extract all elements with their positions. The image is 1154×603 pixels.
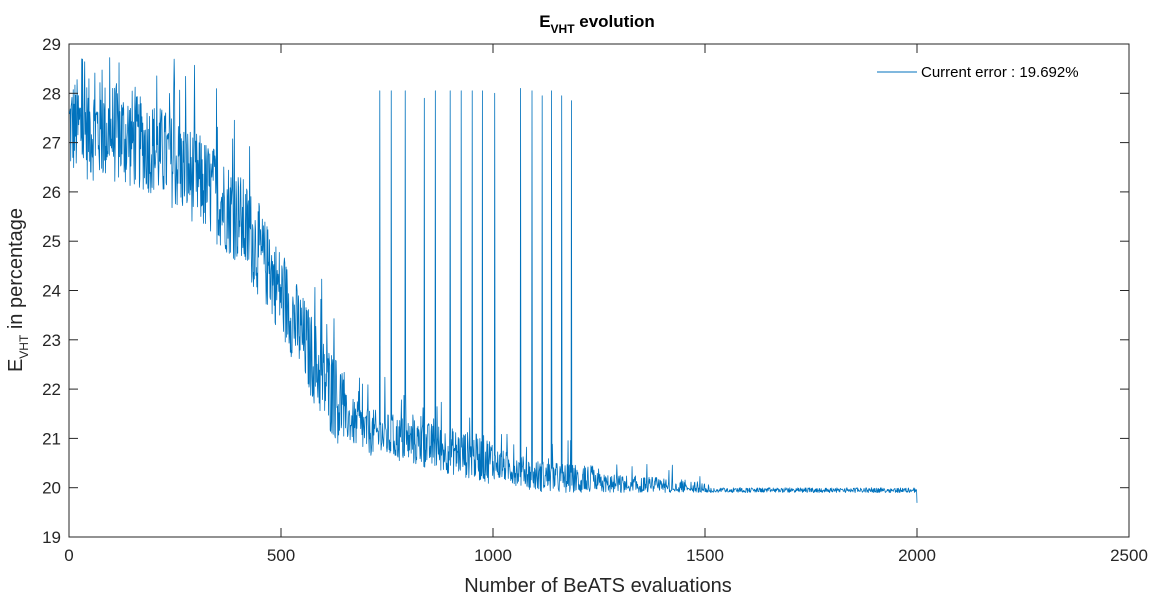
y-tick-label: 25 xyxy=(42,232,61,251)
y-tick-label: 29 xyxy=(42,35,61,54)
x-axis-title: Number of BeATS evaluations xyxy=(464,575,732,597)
y-tick-label: 22 xyxy=(42,380,61,399)
y-tick-label: 24 xyxy=(42,282,61,301)
legend: Current error : 19.692% xyxy=(877,64,1079,81)
x-tick-labels: 0 500 1000 1500 2000 2500 xyxy=(64,546,1148,565)
y-tick-label: 28 xyxy=(42,84,61,103)
y-axis-title-rest: in percentage xyxy=(5,208,27,335)
x-tick-label: 1500 xyxy=(686,546,724,565)
axes-box xyxy=(68,43,1130,538)
x-tick-label: 2000 xyxy=(898,546,936,565)
y-axis-title: EVHT in percentage xyxy=(5,208,31,372)
plot-area xyxy=(68,43,1130,538)
y-tick-label: 26 xyxy=(42,183,61,202)
chart-title: EVHT evolution xyxy=(539,12,655,36)
y-tick-label: 19 xyxy=(42,528,61,547)
x-tick-label: 0 xyxy=(64,546,73,565)
tick-marks xyxy=(68,43,1130,538)
x-tick-label: 1000 xyxy=(474,546,512,565)
y-axis-title-subscript: VHT xyxy=(17,334,31,359)
chart-title-main: E xyxy=(539,12,550,31)
chart-title-rest: evolution xyxy=(575,12,655,31)
x-tick-label: 500 xyxy=(267,546,295,565)
legend-label: Current error : 19.692% xyxy=(921,64,1079,81)
y-tick-label: 20 xyxy=(42,479,61,498)
chart-title-subscript: VHT xyxy=(551,22,576,36)
y-axis-title-main: E xyxy=(5,359,27,372)
x-tick-label: 2500 xyxy=(1110,546,1148,565)
series-layer xyxy=(69,57,918,503)
y-tick-labels: 19 20 21 22 23 24 25 26 27 28 29 xyxy=(42,35,61,547)
series-line xyxy=(69,57,918,503)
y-tick-label: 27 xyxy=(42,134,61,153)
y-tick-label: 21 xyxy=(42,429,61,448)
y-tick-label: 23 xyxy=(42,331,61,350)
